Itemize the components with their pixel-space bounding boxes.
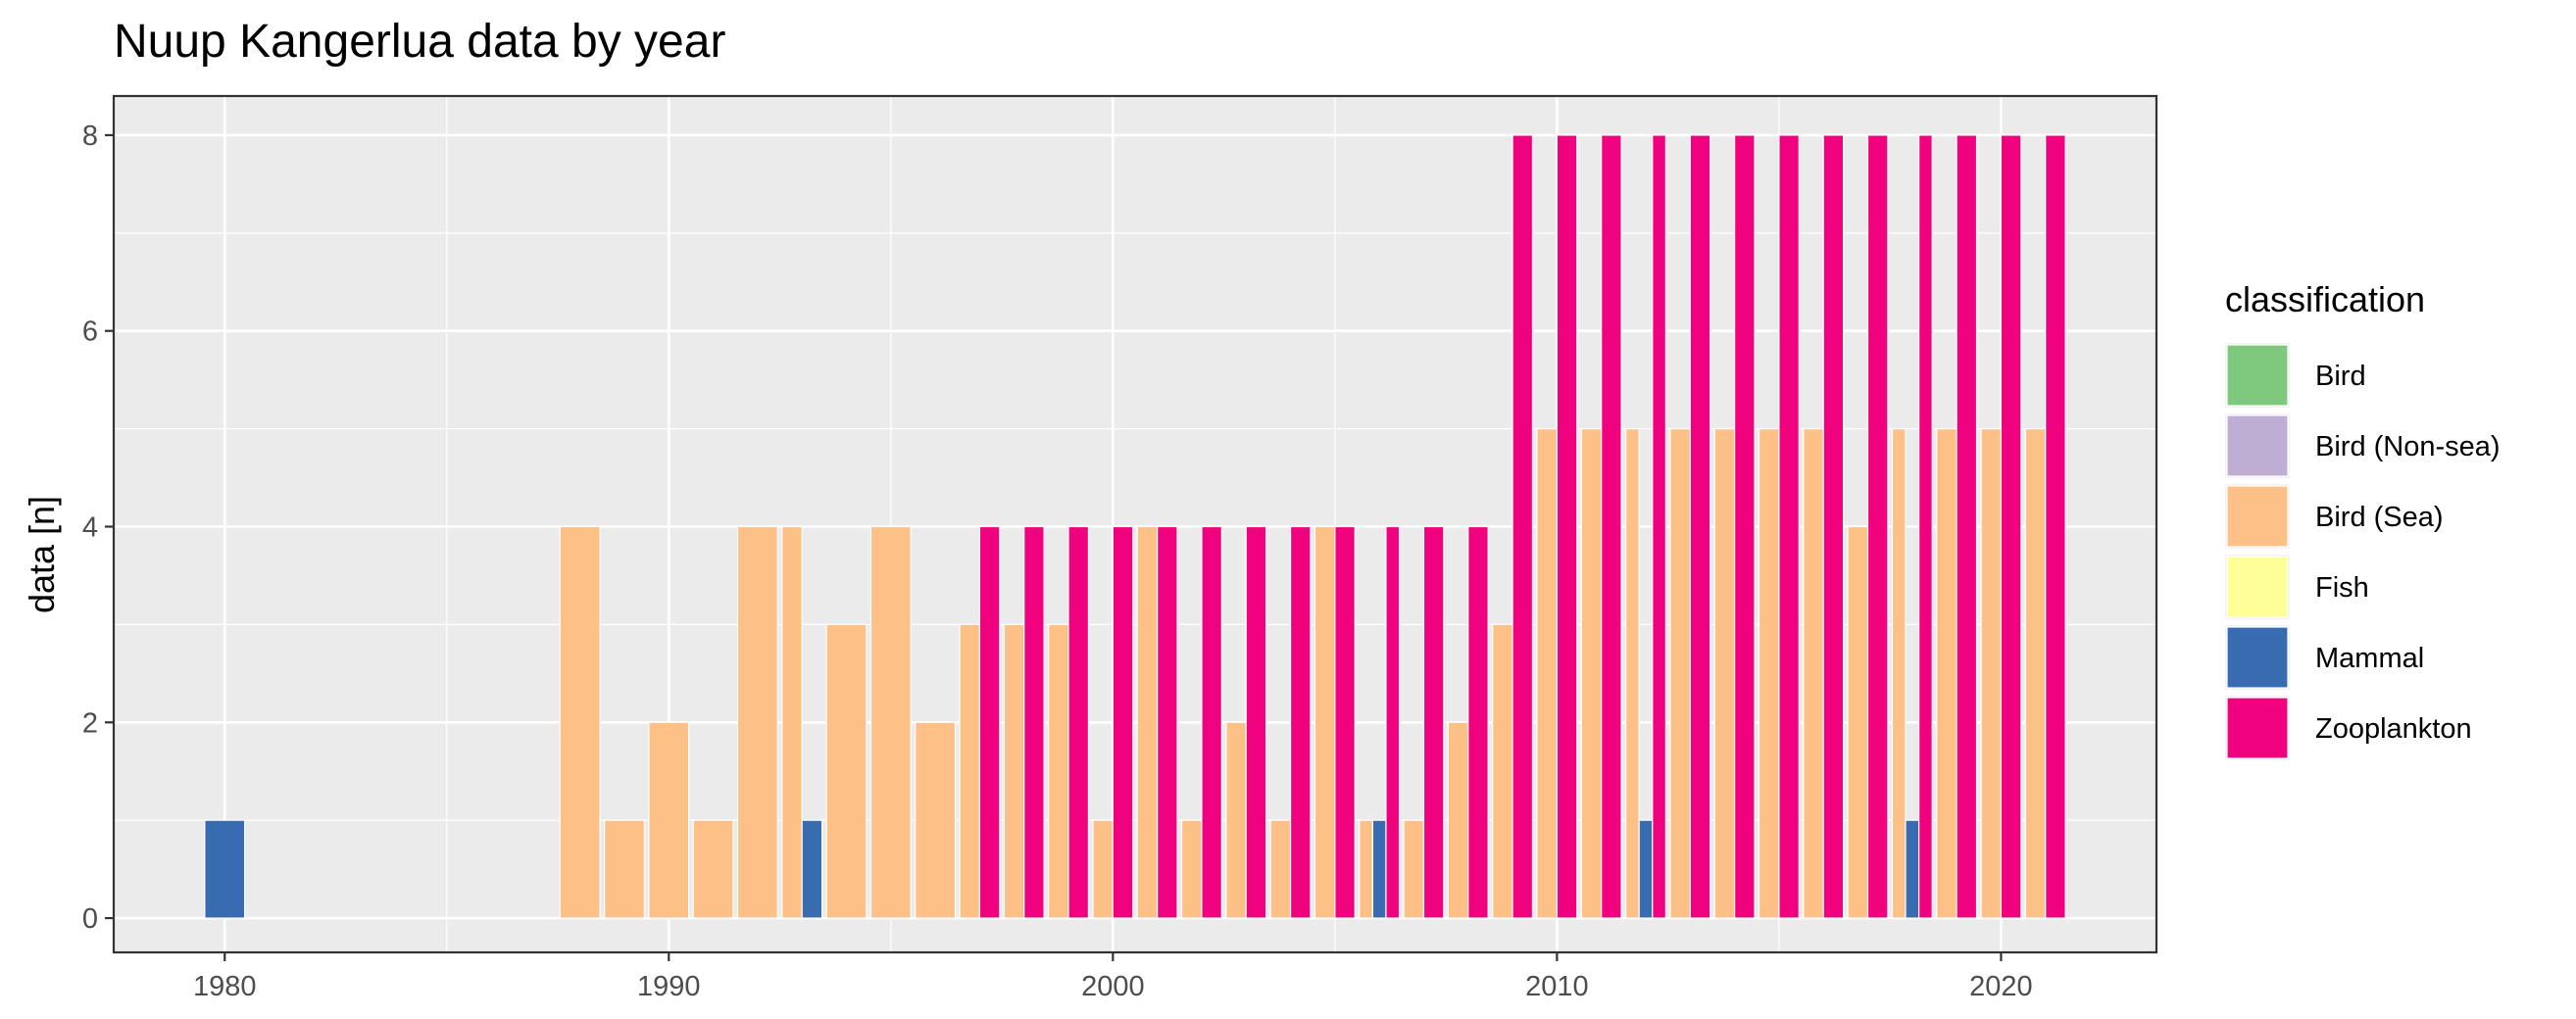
bar-zooplankton-2000 bbox=[1112, 525, 1134, 919]
x-tick-label: 2020 bbox=[1969, 971, 2033, 1002]
bar-bird-sea-1998 bbox=[1003, 623, 1025, 919]
bar-bird-sea-1991 bbox=[692, 819, 734, 919]
bar-mammal-1993 bbox=[801, 819, 823, 919]
bar-bird-sea-1988 bbox=[559, 525, 601, 919]
legend-label-mammal: Mammal bbox=[2315, 643, 2424, 674]
plot-panel-border bbox=[112, 94, 2158, 954]
legend: classification Bird Bird (Non-sea) Bird (S… bbox=[2225, 279, 2501, 760]
x-tick-label: 1980 bbox=[193, 971, 257, 1002]
bar-zooplankton-2017 bbox=[1866, 134, 1889, 919]
x-tick-label: 1990 bbox=[637, 971, 701, 1002]
legend-swatch-bird-sea bbox=[2226, 485, 2289, 548]
bar-mammal-2012 bbox=[1638, 819, 1654, 919]
bar-zooplankton-1999 bbox=[1067, 525, 1090, 919]
bar-bird-sea-2019 bbox=[1936, 428, 1957, 919]
bar-bird-sea-2002 bbox=[1180, 819, 1203, 919]
bar-zooplankton-2002 bbox=[1201, 525, 1222, 919]
bar-zooplankton-1998 bbox=[1023, 525, 1045, 919]
bar-zooplankton-2018 bbox=[1918, 134, 1933, 919]
bar-bird-sea-2009 bbox=[1492, 623, 1513, 919]
bar-bird-sea-2016 bbox=[1803, 428, 1824, 919]
y-axis-title: data [n] bbox=[22, 496, 62, 613]
bar-bird-sea-2018 bbox=[1891, 428, 1907, 919]
bar-bird-sea-1993 bbox=[781, 525, 803, 919]
bar-bird-sea-1994 bbox=[825, 623, 867, 919]
bar-bird-sea-2006 bbox=[1359, 819, 1373, 919]
bar-zooplankton-2012 bbox=[1652, 134, 1666, 919]
bar-bird-sea-2013 bbox=[1669, 428, 1691, 919]
legend-swatch-fish bbox=[2226, 556, 2289, 618]
bar-bird-sea-1999 bbox=[1048, 623, 1069, 919]
bar-zooplankton-2020 bbox=[2000, 134, 2022, 919]
bar-zooplankton-2001 bbox=[1157, 525, 1178, 919]
bar-bird-sea-2012 bbox=[1625, 428, 1640, 919]
legend-label-fish: Fish bbox=[2315, 572, 2369, 604]
bar-bird-sea-2010 bbox=[1536, 428, 1558, 919]
y-tick-label: 2 bbox=[82, 707, 98, 739]
bar-bird-sea-2011 bbox=[1580, 428, 1603, 919]
legend-swatch-bird bbox=[2226, 344, 2289, 407]
chart-title: Nuup Kangerlua data by year bbox=[114, 16, 725, 68]
bar-bird-sea-2000 bbox=[1092, 819, 1114, 919]
bar-bird-sea-2017 bbox=[1847, 525, 1869, 919]
y-tick-label: 4 bbox=[82, 511, 98, 543]
bar-bird-sea-2004 bbox=[1269, 819, 1292, 919]
bar-bird-sea-1992 bbox=[736, 525, 778, 919]
bar-bird-sea-1990 bbox=[648, 721, 690, 919]
y-tick-label: 8 bbox=[82, 121, 98, 152]
x-tick-label: 2010 bbox=[1525, 971, 1589, 1002]
legend-title: classification bbox=[2225, 279, 2425, 319]
bar-zooplankton-2005 bbox=[1334, 525, 1356, 919]
bar-zooplankton-2021 bbox=[2045, 134, 2066, 919]
bar-zooplankton-2016 bbox=[1822, 134, 1845, 919]
bar-mammal-2018 bbox=[1905, 819, 1920, 919]
bar-bird-sea-2001 bbox=[1136, 525, 1159, 919]
bar-zooplankton-2007 bbox=[1422, 525, 1445, 919]
plot-area: 1980 1990 2000 2010 2020 0 2 4 6 8 bbox=[82, 94, 2158, 1002]
bar-bird-sea-2008 bbox=[1447, 721, 1469, 919]
bar-zooplankton-2013 bbox=[1689, 134, 1711, 919]
bar-zooplankton-2014 bbox=[1734, 134, 1756, 919]
x-tick-label: 2000 bbox=[1081, 971, 1145, 1002]
bar-mammal-1980 bbox=[204, 819, 246, 919]
bar-zooplankton-2008 bbox=[1467, 525, 1489, 919]
legend-swatch-mammal bbox=[2226, 626, 2289, 689]
bar-bird-sea-2014 bbox=[1713, 428, 1736, 919]
bar-zooplankton-2009 bbox=[1511, 134, 1534, 919]
y-tick-label: 6 bbox=[82, 316, 98, 348]
bar-bird-sea-2005 bbox=[1313, 525, 1336, 919]
bar-zooplankton-2019 bbox=[1956, 134, 1978, 919]
bar-zooplankton-1997 bbox=[978, 525, 1001, 919]
legend-label-zooplankton: Zooplankton bbox=[2315, 713, 2472, 745]
bar-bird-sea-2015 bbox=[1758, 428, 1780, 919]
bar-zooplankton-2010 bbox=[1556, 134, 1578, 919]
bar-mammal-2006 bbox=[1371, 819, 1387, 919]
bar-zooplankton-2004 bbox=[1289, 525, 1312, 919]
legend-label-bird: Bird bbox=[2315, 361, 2366, 392]
bar-zooplankton-2011 bbox=[1601, 134, 1622, 919]
legend-label-bird-sea: Bird (Sea) bbox=[2315, 502, 2444, 533]
bar-zooplankton-2003 bbox=[1245, 525, 1267, 919]
legend-label-bird-non-sea: Bird (Non-sea) bbox=[2315, 431, 2501, 462]
bar-bird-sea-1997 bbox=[959, 623, 981, 919]
y-tick-label: 0 bbox=[82, 903, 98, 935]
bar-bird-sea-1995 bbox=[869, 525, 912, 919]
legend-swatch-zooplankton bbox=[2226, 697, 2289, 759]
bar-bird-sea-1996 bbox=[915, 721, 957, 919]
bar-bird-sea-2020 bbox=[1980, 428, 2003, 919]
bar-bird-sea-1989 bbox=[604, 819, 645, 919]
bar-bird-sea-2007 bbox=[1403, 819, 1425, 919]
bar-bird-sea-2021 bbox=[2024, 428, 2047, 919]
bar-bird-sea-2003 bbox=[1225, 721, 1247, 919]
bar-zooplankton-2006 bbox=[1385, 525, 1401, 919]
bar-zooplankton-2015 bbox=[1778, 134, 1800, 919]
legend-swatch-bird-non-sea bbox=[2226, 414, 2289, 477]
